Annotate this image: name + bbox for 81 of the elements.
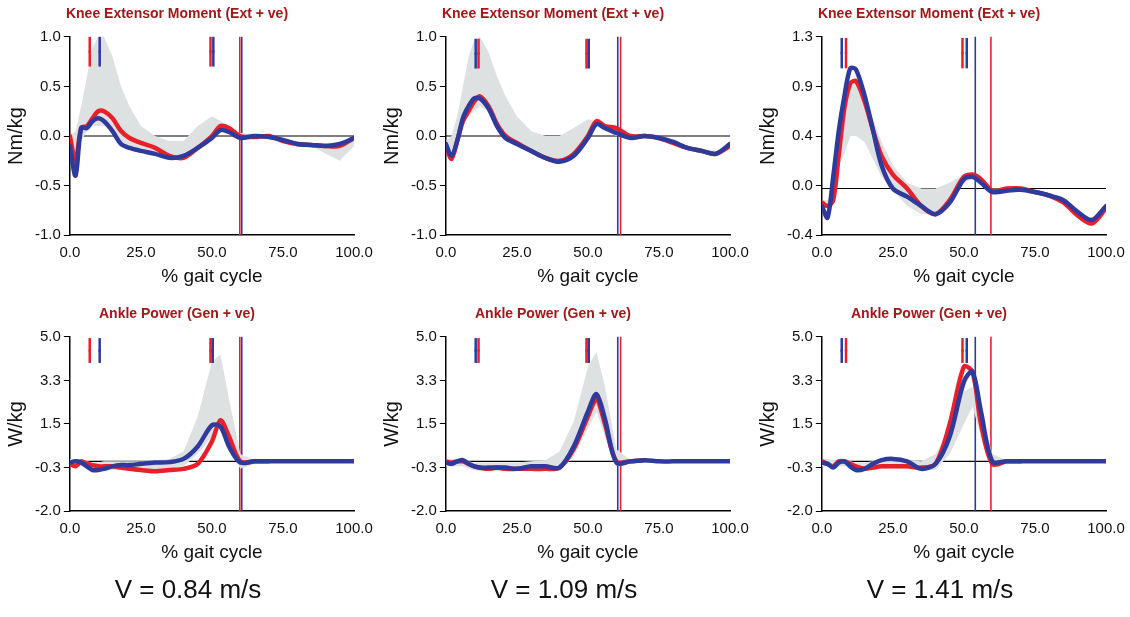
y-tick-label: 5.0 xyxy=(415,326,437,344)
x-tick-label: 75.0 xyxy=(1020,243,1050,261)
y-tick-label: 1.5 xyxy=(791,414,813,432)
chart-title: Ankle Power (Gen + ve) xyxy=(99,305,255,322)
text: V = 0.84 m/s xyxy=(113,574,263,605)
x-tick-label: 75.0 xyxy=(268,243,298,261)
y-axis-title: Nm/kg xyxy=(3,107,26,165)
x-axis-title: % gait cycle xyxy=(161,540,263,562)
x-tick-label: 75.0 xyxy=(1020,519,1050,537)
y-tick-label: 1.5 xyxy=(415,414,437,432)
y-tick-label: 0.0 xyxy=(791,175,813,193)
x-tick-label: 75.0 xyxy=(268,519,298,537)
chart-title: Knee Extensor Moment (Ext + ve) xyxy=(441,5,665,22)
x-tick-label: 0.0 xyxy=(59,519,81,537)
x-axis-title: % gait cycle xyxy=(161,264,263,286)
x-tick-label: 25.0 xyxy=(878,519,908,537)
x-tick-label: 100.0 xyxy=(1087,243,1125,261)
x-tick-label: 25.0 xyxy=(126,243,156,261)
y-tick-label: 0.5 xyxy=(39,76,61,94)
y-tick-label: 0.9 xyxy=(791,76,813,94)
x-tick-label: 100.0 xyxy=(335,519,373,537)
y-axis-title: W/kg xyxy=(3,401,26,447)
y-tick-label: -2.0 xyxy=(34,501,61,519)
x-tick-label: 25.0 xyxy=(502,519,532,537)
y-tick-label: 0.0 xyxy=(39,126,61,144)
chart-title: Ankle Power (Gen + ve) xyxy=(475,305,631,322)
y-axis-title: W/kg xyxy=(379,401,402,447)
y-tick-label: 1.0 xyxy=(39,26,61,44)
y-tick-label: 3.3 xyxy=(791,370,813,388)
y-tick-label: -0.3 xyxy=(786,457,813,475)
chart-title: Ankle Power (Gen + ve) xyxy=(851,305,1007,322)
y-tick-label: 1.0 xyxy=(415,26,437,44)
y-tick-label: 3.3 xyxy=(415,370,437,388)
y-tick-label: 5.0 xyxy=(39,326,61,344)
y-tick-label: -0.3 xyxy=(34,457,61,475)
y-axis-title: Nm/kg xyxy=(755,107,778,165)
x-tick-label: 25.0 xyxy=(126,519,156,537)
x-axis-title: % gait cycle xyxy=(913,264,1015,286)
text: V = 1.41 m/s xyxy=(865,574,1015,605)
x-tick-label: 75.0 xyxy=(644,243,674,261)
x-tick-label: 50.0 xyxy=(949,519,979,537)
x-tick-label: 50.0 xyxy=(573,243,603,261)
x-tick-label: 100.0 xyxy=(711,519,749,537)
y-tick-label: 3.3 xyxy=(39,370,61,388)
x-axis-title: % gait cycle xyxy=(913,540,1015,562)
x-tick-label: 0.0 xyxy=(811,519,833,537)
y-tick-label: -0.5 xyxy=(410,175,437,193)
y-tick-label: -2.0 xyxy=(410,501,437,519)
x-tick-label: 100.0 xyxy=(335,243,373,261)
chart-title: Knee Extensor Moment (Ext + ve) xyxy=(65,5,289,22)
y-tick-label: 0.0 xyxy=(415,126,437,144)
x-tick-label: 50.0 xyxy=(573,519,603,537)
text: V = 1.09 m/s xyxy=(489,574,639,605)
x-tick-label: 100.0 xyxy=(1087,519,1125,537)
x-tick-label: 0.0 xyxy=(811,243,833,261)
y-axis-title: W/kg xyxy=(755,401,778,447)
x-tick-label: 50.0 xyxy=(197,519,227,537)
y-tick-label: 0.4 xyxy=(791,126,813,144)
y-tick-label: -0.5 xyxy=(34,175,61,193)
chart-title: Knee Extensor Moment (Ext + ve) xyxy=(817,5,1041,22)
x-tick-label: 50.0 xyxy=(949,243,979,261)
y-tick-label: 1.3 xyxy=(791,26,813,44)
x-tick-label: 50.0 xyxy=(197,243,227,261)
x-tick-label: 25.0 xyxy=(878,243,908,261)
y-tick-label: -1.0 xyxy=(34,225,61,243)
x-axis-title: % gait cycle xyxy=(537,540,639,562)
y-tick-label: -0.3 xyxy=(410,457,437,475)
x-tick-label: 0.0 xyxy=(59,243,81,261)
x-tick-label: 25.0 xyxy=(502,243,532,261)
x-tick-label: 0.0 xyxy=(435,243,457,261)
y-tick-label: -2.0 xyxy=(786,501,813,519)
x-tick-label: 75.0 xyxy=(644,519,674,537)
y-axis-title: Nm/kg xyxy=(379,107,402,165)
y-tick-label: 0.5 xyxy=(415,76,437,94)
y-tick-label: 1.5 xyxy=(39,414,61,432)
x-tick-label: 0.0 xyxy=(435,519,457,537)
y-tick-label: -0.4 xyxy=(786,225,813,243)
y-tick-label: 5.0 xyxy=(791,326,813,344)
x-axis-title: % gait cycle xyxy=(537,264,639,286)
x-tick-label: 100.0 xyxy=(711,243,749,261)
y-tick-label: -1.0 xyxy=(410,225,437,243)
